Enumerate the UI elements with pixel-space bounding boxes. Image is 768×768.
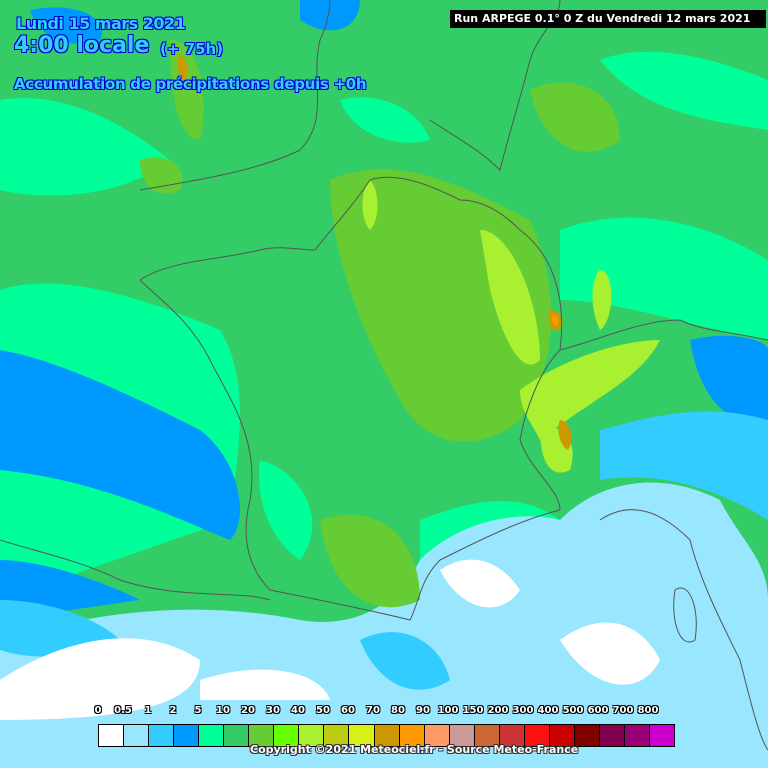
legend-color-box	[599, 725, 625, 746]
legend-label: 700	[612, 705, 634, 716]
forecast-lead-time: (+ 75h)	[160, 40, 224, 58]
precip-zone-2-5	[0, 0, 768, 620]
precip-zone-30-40	[362, 180, 660, 473]
legend-color-box	[149, 725, 175, 746]
legend-label: 20	[241, 705, 255, 716]
legend-label: 300	[512, 705, 534, 716]
precip-zone-0.5-1	[0, 482, 768, 768]
legend-color-box	[324, 725, 350, 746]
legend-label: 30	[266, 705, 280, 716]
legend-color-box	[624, 725, 651, 746]
legend-color-box	[650, 725, 675, 746]
legend-color-box	[424, 725, 450, 746]
legend-color-box	[249, 725, 275, 746]
legend-label: 50	[316, 705, 330, 716]
legend-label: 40	[291, 705, 305, 716]
color-legend: 0 0.5 1 2 5 10 20 30 40 50 60 70 80 90 100 150 200 300 400…	[94, 705, 675, 747]
legend-color-box	[124, 725, 150, 746]
legend-label: 5	[194, 705, 202, 716]
legend-label: 100	[437, 705, 459, 716]
legend-label: 90	[416, 705, 430, 716]
legend-color-box	[274, 725, 300, 746]
legend-color-box	[499, 725, 525, 746]
country-borders	[0, 0, 768, 751]
legend-label: 200	[487, 705, 509, 716]
legend-label: 60	[341, 705, 355, 716]
legend-color-box	[574, 725, 600, 746]
legend-color-box	[349, 725, 375, 746]
precip-zone-80-90	[552, 315, 559, 326]
legend-color-box	[374, 725, 400, 746]
legend-label: 600	[587, 705, 609, 716]
legend-label: 2	[169, 705, 177, 716]
legend-labels: 0 0.5 1 2 5 10 20 30 40 50 60 70 80 90 100 150 200 300 400…	[94, 705, 674, 721]
forecast-date: Lundi 15 mars 2021	[16, 14, 186, 33]
copyright-text: Copyright ©2021 Meteociel.fr - Source Me…	[250, 743, 579, 756]
legend-color-box	[174, 725, 200, 746]
map-subtitle: Accumulation de précipitations depuis +0…	[14, 75, 367, 93]
legend-label: 150	[462, 705, 484, 716]
forecast-local-time: 4:00 locale	[14, 33, 150, 58]
legend-boxes	[98, 724, 675, 747]
legend-color-box	[399, 725, 425, 746]
legend-color-box	[99, 725, 125, 746]
legend-label: 80	[391, 705, 405, 716]
legend-color-box	[224, 725, 250, 746]
legend-color-box	[299, 725, 325, 746]
legend-color-box	[524, 725, 550, 746]
legend-label: 1	[144, 705, 152, 716]
model-run-label: Run ARPEGE 0.1° 0 Z du Vendredi 12 mars …	[450, 10, 766, 28]
legend-color-box	[474, 725, 500, 746]
legend-label: 800	[637, 705, 659, 716]
legend-color-box	[449, 725, 475, 746]
legend-label: 10	[216, 705, 230, 716]
legend-color-box	[199, 725, 225, 746]
legend-label: 500	[562, 705, 584, 716]
precip-zone-0	[0, 559, 660, 720]
legend-label: 0.5	[114, 705, 132, 716]
legend-label: 70	[366, 705, 380, 716]
legend-label: 0	[94, 705, 102, 716]
legend-label: 400	[537, 705, 559, 716]
legend-color-box	[549, 725, 575, 746]
